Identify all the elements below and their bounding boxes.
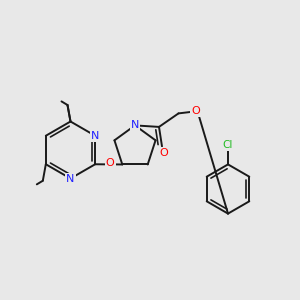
Text: N: N bbox=[91, 131, 99, 141]
Text: Cl: Cl bbox=[223, 140, 233, 150]
Text: O: O bbox=[159, 148, 168, 158]
Text: O: O bbox=[191, 106, 200, 116]
Text: N: N bbox=[131, 120, 139, 130]
Text: O: O bbox=[106, 158, 115, 169]
Text: N: N bbox=[66, 173, 75, 184]
